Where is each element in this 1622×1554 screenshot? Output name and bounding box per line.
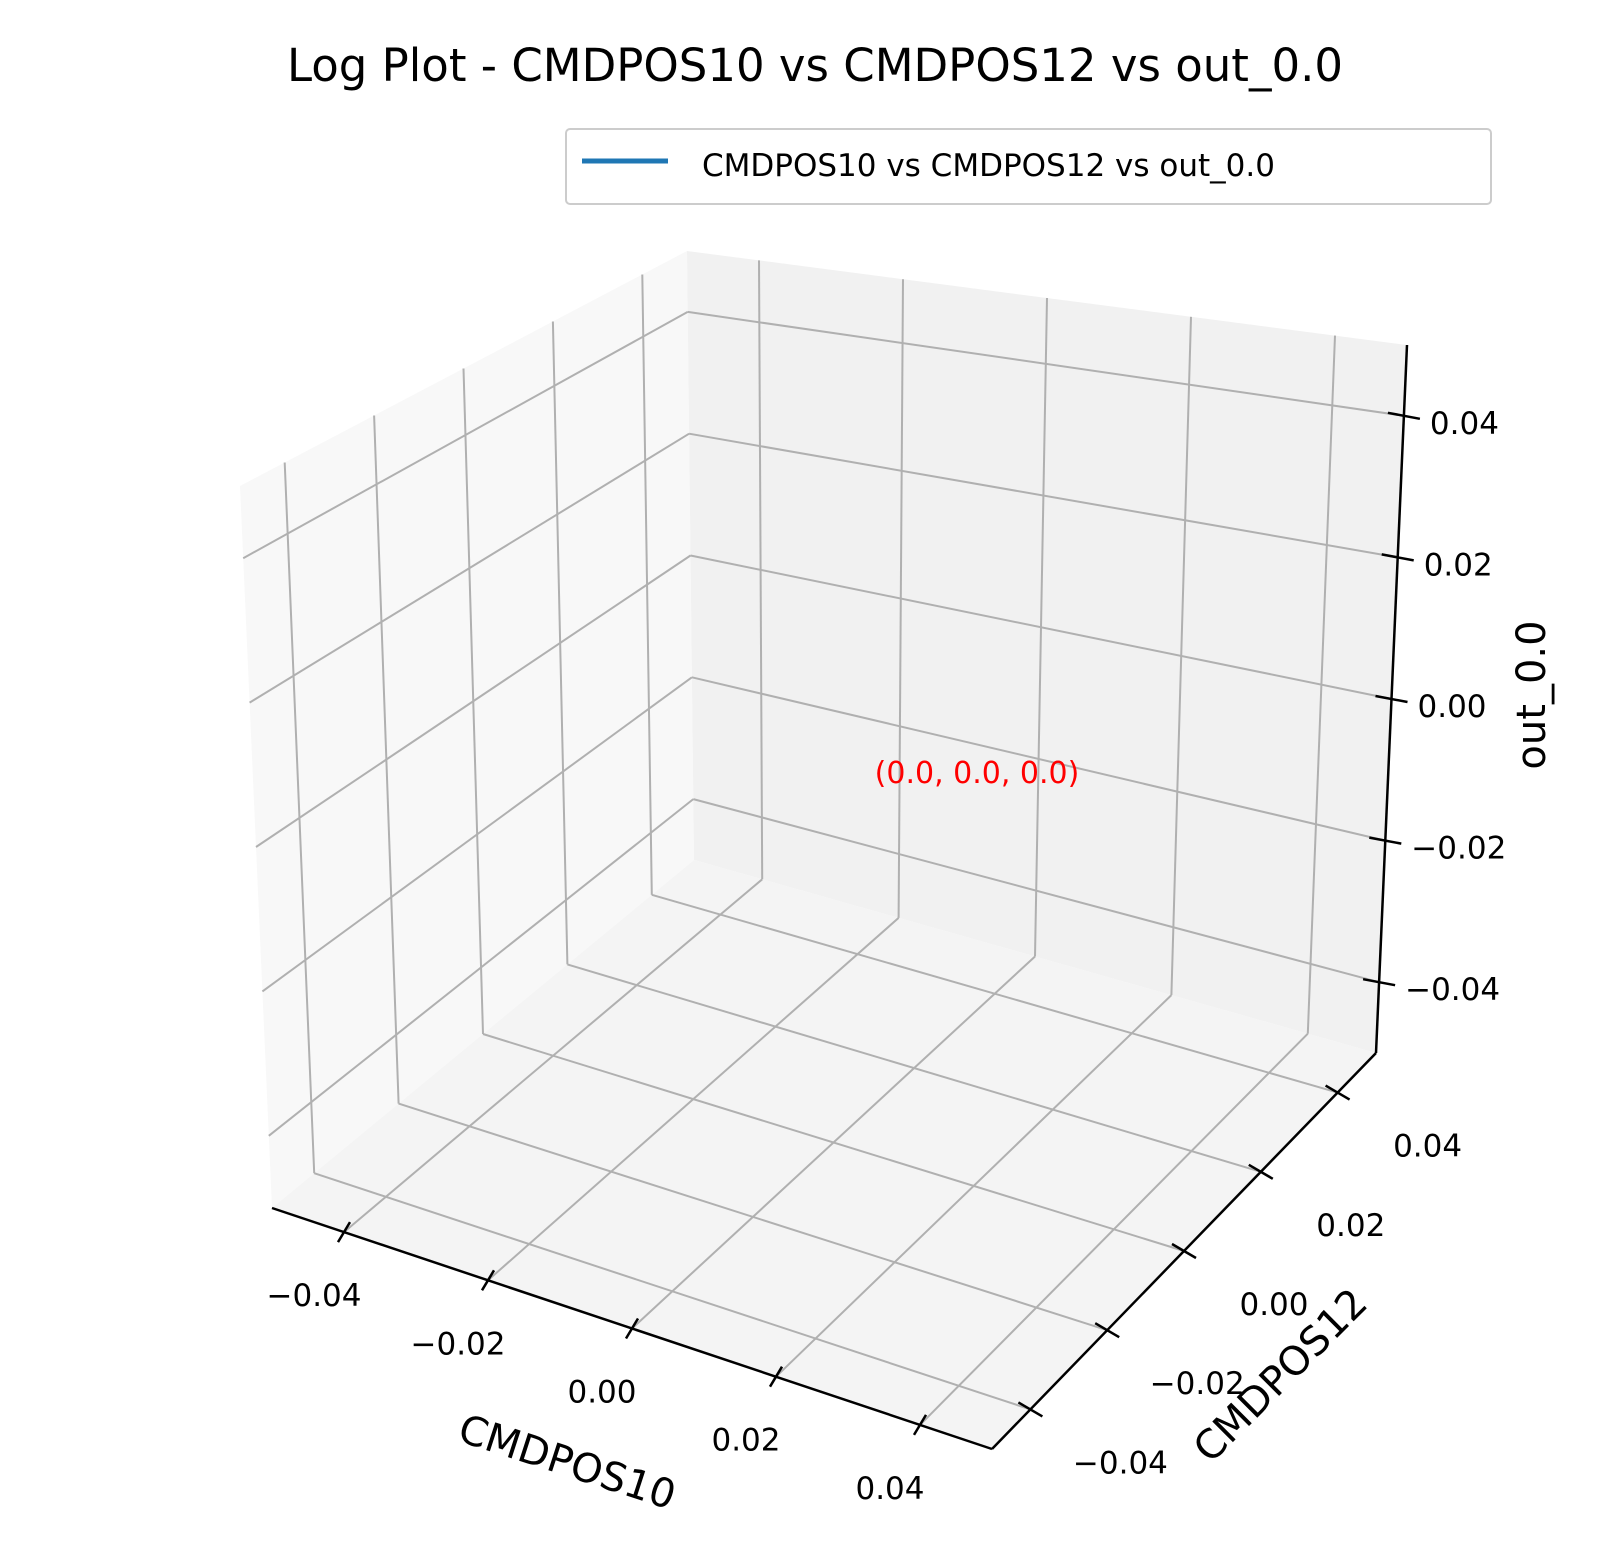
y-tick-label: 0.00 xyxy=(1239,1287,1308,1323)
gridline-y-floor xyxy=(313,1172,1031,1411)
x-tick-label: 0.04 xyxy=(855,1471,924,1507)
z-tick-label: −0.04 xyxy=(1405,972,1500,1008)
y-tick-mark xyxy=(1324,1084,1351,1101)
gridline-y-floor xyxy=(398,1102,1108,1332)
gridline-z-left xyxy=(261,676,693,993)
z-tick-label: 0.04 xyxy=(1430,406,1499,442)
gridline-z-left xyxy=(255,554,692,848)
x-tick-mark xyxy=(480,1269,496,1291)
gridlines xyxy=(242,260,1405,1426)
gridline-z-back xyxy=(691,676,1386,842)
axes xyxy=(271,344,1421,1451)
z-tick-mark xyxy=(1375,694,1408,704)
gridline-z-back xyxy=(688,432,1398,559)
x-axis-label: CMDPOS10 xyxy=(453,1406,681,1519)
x-tick-label: 0.02 xyxy=(711,1423,780,1459)
gridline-z-back xyxy=(690,554,1392,700)
tick-labels: −0.04 −0.02 0.00 0.02 0.04 −0.04 −0.02 0.00 0.02… xyxy=(267,406,1507,1507)
gridline-y-floor xyxy=(567,963,1262,1173)
x-tick-mark xyxy=(336,1221,352,1243)
gridline-z-left xyxy=(268,798,694,1137)
z-tick-label: 0.02 xyxy=(1424,547,1493,583)
gridline-z-back xyxy=(687,310,1405,417)
gridline-z-back xyxy=(693,798,1380,984)
y-tick-mark xyxy=(1171,1242,1197,1260)
z-tick-mark xyxy=(1381,553,1414,562)
y-tick-label: −0.02 xyxy=(1150,1366,1245,1402)
y-tick-label: 0.02 xyxy=(1316,1208,1385,1244)
x-tick-label: −0.02 xyxy=(411,1326,506,1362)
z-tick-mark xyxy=(1369,836,1402,845)
gridline-y-floor xyxy=(482,1033,1185,1252)
gridline-z-left xyxy=(249,432,690,704)
legend-entry-label: CMDPOS10 vs CMDPOS12 vs out_0.0 xyxy=(702,148,1275,184)
pane-floor xyxy=(272,860,1376,1449)
z-tick-mark xyxy=(1362,977,1396,987)
chart-title: Log Plot - CMDPOS10 vs CMDPOS12 vs out_0… xyxy=(287,39,1343,92)
x-tick-mark xyxy=(624,1317,640,1340)
gridline-z-left xyxy=(242,311,689,560)
y-tick-mark xyxy=(1017,1401,1044,1418)
x-tick-mark xyxy=(912,1414,928,1436)
y-tick-label: −0.04 xyxy=(1073,1445,1168,1481)
gridline-y-floor xyxy=(651,893,1338,1094)
x-tick-label: −0.04 xyxy=(267,1278,362,1314)
y-tick-label: 0.04 xyxy=(1393,1129,1462,1165)
pane-back xyxy=(687,251,1407,1053)
legend-box xyxy=(565,128,1492,205)
z-axis-label: out_0.0 xyxy=(1509,620,1555,769)
pane-left xyxy=(240,251,694,1208)
y-tick-mark xyxy=(1248,1163,1274,1180)
x-tick-label: 0.00 xyxy=(567,1375,636,1411)
legend: CMDPOS10 vs CMDPOS12 vs out_0.0 xyxy=(565,128,1492,205)
point-annotation: (0.0, 0.0, 0.0) xyxy=(875,756,1080,791)
z-tick-label: 0.00 xyxy=(1418,689,1487,725)
y-tick-mark xyxy=(1094,1322,1120,1339)
x-tick-mark xyxy=(768,1366,784,1388)
z-tick-mark xyxy=(1387,411,1421,421)
z-tick-label: −0.02 xyxy=(1411,831,1506,867)
